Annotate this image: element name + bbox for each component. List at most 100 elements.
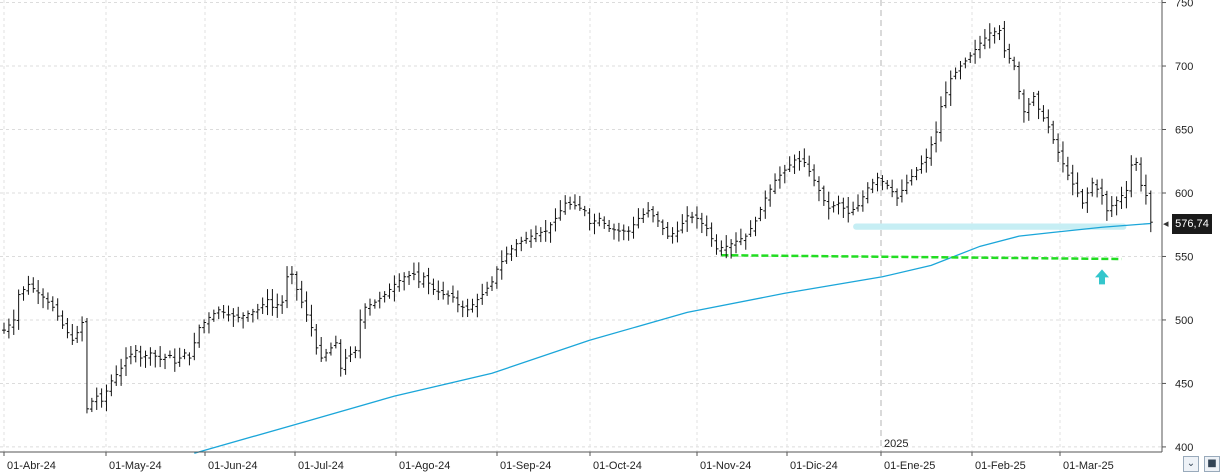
ohlc-bar — [738, 228, 743, 246]
ohlc-bar — [363, 303, 368, 329]
ohlc-bar — [446, 290, 451, 305]
y-tick-label: 650 — [1175, 125, 1193, 137]
ohlc-bar — [80, 316, 85, 342]
up-arrow-icon — [1095, 269, 1109, 285]
ohlc-bar — [909, 169, 914, 186]
ohlc-bar — [36, 280, 41, 305]
ohlc-bar — [1075, 172, 1080, 198]
ohlc-bar — [436, 280, 441, 301]
ohlc-bar — [509, 244, 514, 261]
ohlc-bar — [543, 219, 548, 242]
ohlc-bar — [148, 347, 153, 366]
ohlc-bar — [938, 96, 943, 142]
ohlc-bar — [1017, 61, 1022, 100]
ohlc-bar — [1080, 188, 1085, 209]
ohlc-bar — [358, 309, 363, 359]
ohlc-bar — [50, 296, 55, 312]
ohlc-bar — [504, 246, 509, 264]
ohlc-bar — [660, 219, 665, 236]
ohlc-bar — [812, 164, 817, 187]
ohlc-bar — [924, 148, 929, 173]
ohlc-bar — [368, 298, 372, 316]
ohlc-bar — [860, 190, 865, 212]
ohlc-bar — [577, 195, 582, 211]
ohlc-bar — [782, 164, 787, 184]
ohlc-bar — [934, 121, 939, 153]
x-tick-label: 01-Jun-24 — [208, 460, 258, 472]
ohlc-bar — [280, 295, 285, 314]
ohlc-bar — [265, 289, 270, 316]
ohlc-bar — [377, 291, 382, 309]
x-tick-label: 01-Dic-24 — [790, 460, 838, 472]
ohlc-bar — [411, 262, 416, 281]
ohlc-bar — [153, 349, 158, 368]
ohlc-bar — [1056, 133, 1061, 163]
x-tick-label: 01-Abr-24 — [7, 460, 56, 472]
ohlc-bar — [899, 179, 904, 203]
moving-average-200 — [194, 222, 1151, 454]
ohlc-bar — [480, 283, 485, 305]
ohlc-bar — [285, 266, 290, 309]
chevron-down-icon[interactable]: ⌄ — [1183, 456, 1199, 472]
ohlc-bar — [221, 304, 226, 319]
x-axis-tick-labels: 01-Abr-24 01-May-24 01-Jun-24 01-Jul-24 01-A… — [7, 460, 1114, 472]
ohlc-bar — [177, 347, 182, 367]
ohlc-bar — [646, 202, 651, 218]
ohlc-bar — [953, 67, 958, 80]
save-icon[interactable]: ■ — [1204, 456, 1220, 472]
ohlc-bar — [816, 176, 821, 202]
ohlc-bar — [133, 345, 138, 363]
ohlc-bar — [45, 292, 50, 310]
ohlc-bar — [963, 57, 968, 69]
ohlc-bar — [968, 52, 973, 64]
ohlc-bar — [1065, 156, 1070, 181]
ohlc-bar — [616, 222, 621, 242]
ohlc-bar — [143, 350, 148, 368]
ohlc-bar — [895, 188, 900, 206]
ohlc-bar — [568, 196, 573, 210]
ohlc-bar — [275, 293, 280, 318]
ohlc-bar — [807, 155, 812, 177]
ohlc-bar — [1007, 43, 1012, 64]
ohlc-bar — [870, 178, 875, 194]
ohlc-bar — [250, 308, 255, 323]
ohlc-bar — [485, 281, 490, 297]
ohlc-bar — [1085, 187, 1090, 213]
ohlc-bar — [768, 184, 773, 207]
ohlc-bar — [328, 342, 333, 356]
ohlc-bar — [416, 262, 421, 289]
ohlc-bar — [450, 285, 455, 303]
support-line-dashed — [721, 253, 1122, 261]
ohlc-bar — [914, 167, 919, 181]
ohlc-bar — [621, 224, 626, 241]
ohlc-bar — [831, 201, 836, 213]
ohlc-bar — [1109, 196, 1114, 217]
ohlc-bar — [455, 290, 460, 313]
ohlc-bar — [792, 154, 797, 174]
ohlc-bar — [138, 345, 143, 367]
ohlc-bar — [763, 190, 768, 219]
ohlc-bar — [655, 211, 660, 227]
ohlc-bar — [41, 288, 46, 309]
ohlc-bar — [1095, 179, 1100, 198]
ohlc-bar — [187, 352, 192, 366]
ohlc-bar — [499, 250, 504, 280]
ohlc-bar — [11, 309, 16, 335]
ohlc-bar — [558, 200, 563, 221]
ohlc-bar — [99, 388, 104, 408]
ohlc-bar — [943, 81, 948, 109]
ohlc-bar — [163, 353, 168, 370]
x-tick-label: 01-Nov-24 — [700, 460, 751, 472]
ohlc-bar — [978, 35, 982, 59]
y-tick-label: 600 — [1175, 188, 1193, 200]
ohlc-bar — [1100, 178, 1104, 205]
ohlc-bar — [1134, 157, 1139, 171]
ohlc-bar — [246, 310, 250, 322]
ohlc-bar — [324, 348, 329, 362]
x-tick-label: 01-Sep-24 — [500, 460, 551, 472]
ohlc-bar — [699, 212, 704, 234]
ohlc-bar — [1119, 186, 1124, 209]
ohlc-bar — [572, 194, 577, 210]
ohlc-bar — [856, 194, 860, 212]
ohlc-bar — [880, 175, 885, 191]
